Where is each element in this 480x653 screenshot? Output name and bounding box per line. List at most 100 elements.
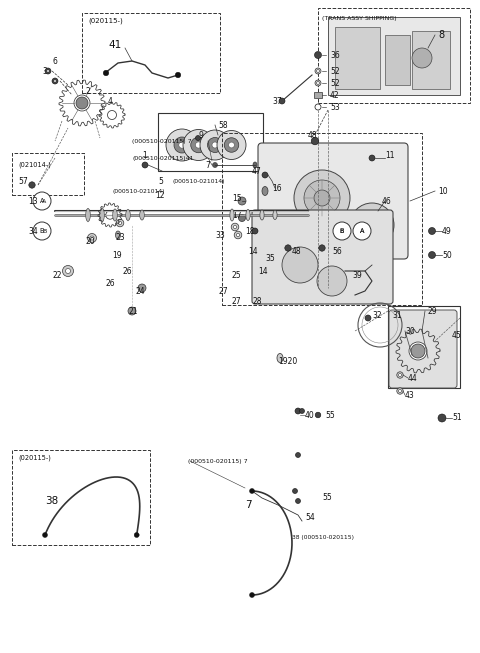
- Bar: [314, 92, 322, 97]
- Text: (020115-): (020115-): [18, 454, 51, 461]
- Ellipse shape: [260, 210, 264, 220]
- Circle shape: [295, 408, 301, 414]
- Circle shape: [292, 488, 298, 494]
- Ellipse shape: [100, 208, 104, 222]
- Circle shape: [409, 342, 427, 360]
- Ellipse shape: [253, 162, 257, 168]
- Text: 45: 45: [452, 330, 462, 340]
- Text: 48: 48: [292, 246, 301, 255]
- Bar: [412, 31, 450, 89]
- Circle shape: [76, 97, 88, 109]
- Text: 26: 26: [105, 278, 115, 287]
- Text: 16: 16: [272, 183, 282, 193]
- Circle shape: [47, 70, 49, 72]
- Text: 8: 8: [438, 30, 444, 40]
- Circle shape: [212, 142, 218, 148]
- Circle shape: [353, 222, 371, 240]
- Circle shape: [166, 129, 198, 161]
- Circle shape: [319, 245, 325, 251]
- Circle shape: [438, 414, 446, 422]
- Circle shape: [314, 52, 322, 59]
- Circle shape: [217, 131, 246, 159]
- Ellipse shape: [116, 231, 120, 239]
- Circle shape: [429, 227, 435, 234]
- Circle shape: [315, 68, 321, 74]
- Circle shape: [397, 372, 403, 378]
- Text: 30: 30: [405, 326, 415, 336]
- Circle shape: [231, 223, 239, 231]
- Circle shape: [282, 247, 318, 283]
- Text: 52: 52: [330, 78, 340, 88]
- Circle shape: [234, 231, 242, 239]
- Ellipse shape: [246, 210, 250, 221]
- Circle shape: [108, 110, 117, 119]
- Text: 33: 33: [215, 231, 225, 240]
- Text: 27: 27: [218, 287, 228, 296]
- Circle shape: [296, 498, 300, 503]
- Circle shape: [33, 222, 51, 240]
- Text: 35: 35: [265, 253, 275, 263]
- Circle shape: [33, 192, 51, 210]
- Circle shape: [262, 172, 268, 178]
- Circle shape: [233, 225, 237, 229]
- Circle shape: [74, 95, 90, 111]
- Circle shape: [45, 68, 51, 74]
- Text: 10: 10: [438, 187, 448, 195]
- Text: (020115-): (020115-): [88, 18, 123, 24]
- Circle shape: [228, 142, 234, 148]
- Circle shape: [365, 315, 371, 321]
- Bar: [12, 153, 84, 195]
- Circle shape: [304, 180, 340, 216]
- Text: 49: 49: [442, 227, 452, 236]
- Text: 21: 21: [128, 306, 137, 315]
- Text: 26: 26: [122, 266, 132, 276]
- Text: 14: 14: [258, 266, 268, 276]
- Text: 2: 2: [85, 86, 90, 95]
- Bar: [388, 306, 460, 388]
- Circle shape: [87, 234, 96, 242]
- Circle shape: [90, 236, 94, 240]
- Circle shape: [207, 138, 223, 153]
- Text: 17: 17: [232, 210, 241, 219]
- Text: 51: 51: [452, 413, 462, 422]
- Circle shape: [134, 532, 139, 537]
- FancyBboxPatch shape: [252, 210, 393, 304]
- Text: 24: 24: [135, 287, 144, 296]
- Ellipse shape: [113, 209, 117, 221]
- Ellipse shape: [86, 208, 90, 221]
- Text: 12: 12: [155, 191, 165, 200]
- Circle shape: [119, 221, 121, 225]
- Circle shape: [311, 137, 319, 145]
- Text: 18: 18: [245, 227, 254, 236]
- Text: 34: 34: [28, 227, 38, 236]
- Text: 37: 37: [272, 97, 282, 106]
- Text: 4: 4: [108, 97, 113, 106]
- Text: 48: 48: [308, 131, 318, 140]
- Text: 22: 22: [52, 270, 61, 279]
- Ellipse shape: [273, 210, 277, 219]
- Text: 53: 53: [330, 103, 340, 112]
- Text: (000510-021014): (000510-021014): [112, 189, 165, 193]
- Circle shape: [174, 137, 190, 153]
- Circle shape: [300, 409, 304, 413]
- Circle shape: [29, 182, 35, 188]
- Text: 31: 31: [392, 310, 402, 319]
- Circle shape: [183, 129, 214, 161]
- Circle shape: [360, 213, 384, 237]
- Ellipse shape: [277, 353, 283, 362]
- Circle shape: [103, 71, 109, 76]
- Text: A: A: [42, 199, 46, 204]
- Text: 7: 7: [245, 500, 252, 510]
- Circle shape: [106, 211, 114, 219]
- Text: 44: 44: [408, 374, 418, 383]
- Text: (000510-020115) 7: (000510-020115) 7: [188, 458, 248, 464]
- Text: 57: 57: [18, 176, 28, 185]
- Text: 6: 6: [52, 57, 57, 65]
- Circle shape: [237, 233, 240, 236]
- Ellipse shape: [230, 209, 234, 221]
- Bar: [12, 450, 150, 545]
- Text: 1920: 1920: [278, 357, 297, 366]
- Circle shape: [398, 374, 401, 377]
- Text: 25: 25: [232, 270, 241, 279]
- Text: 58: 58: [218, 121, 228, 129]
